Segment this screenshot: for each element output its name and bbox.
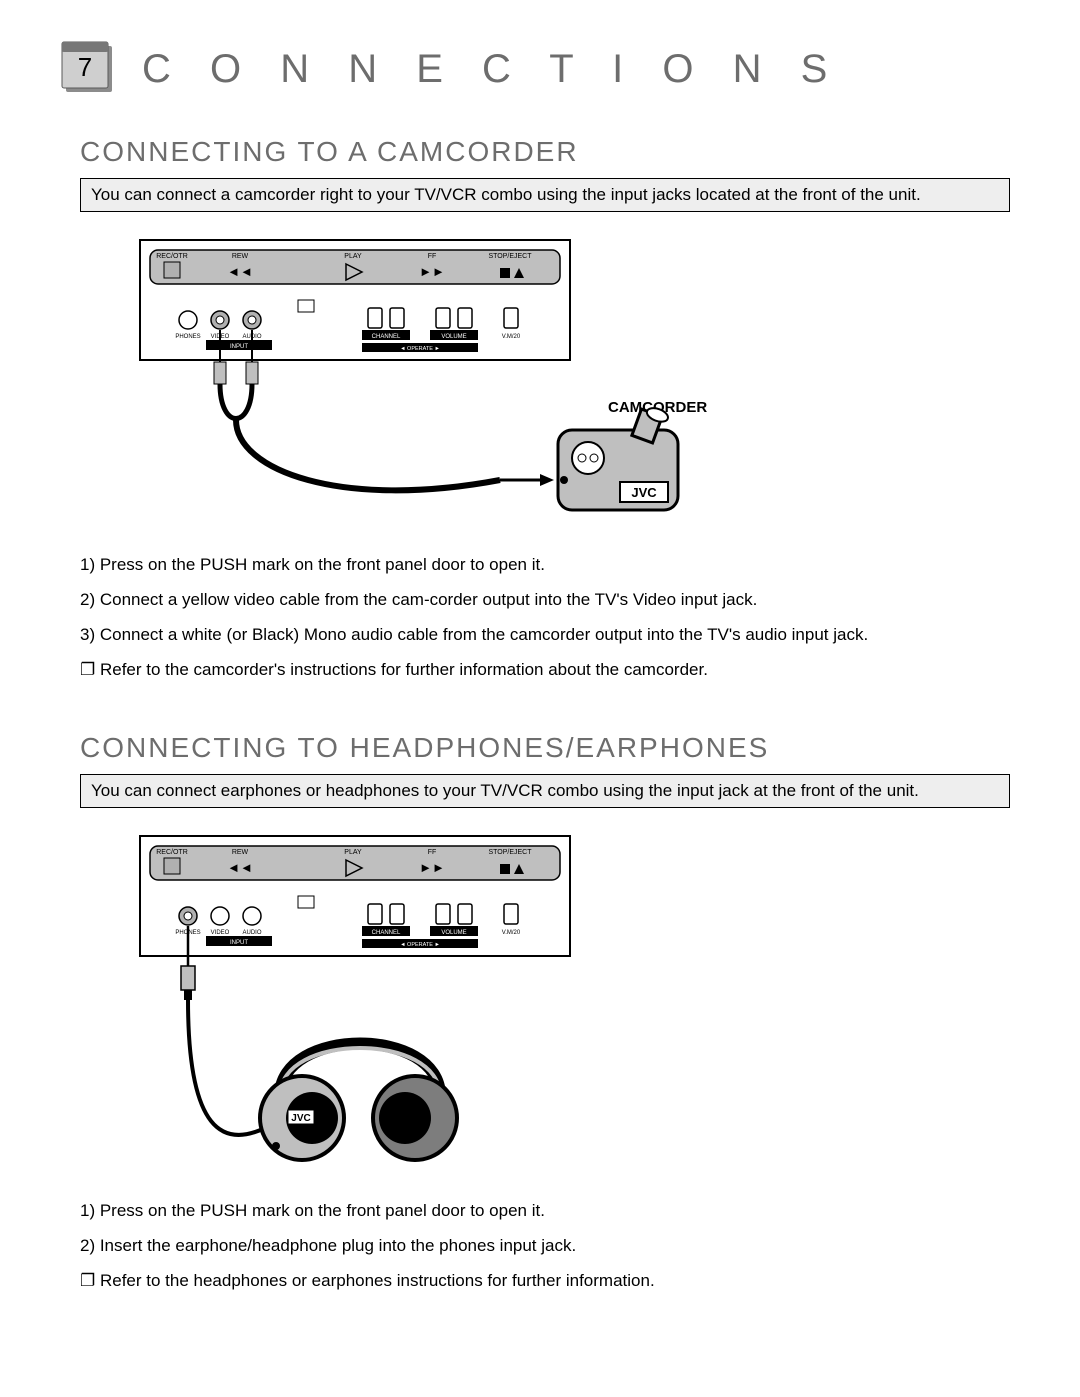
- step-text: ❐ Refer to the headphones or earphones i…: [80, 1270, 1010, 1293]
- svg-text:PLAY: PLAY: [344, 849, 362, 856]
- svg-text:PLAY: PLAY: [344, 253, 362, 260]
- svg-text:◄ OPERATE ►: ◄ OPERATE ►: [400, 346, 440, 352]
- svg-text:CHANNEL: CHANNEL: [372, 930, 401, 936]
- chapter-badge-icon: 7: [60, 40, 118, 98]
- svg-text:INPUT: INPUT: [230, 940, 248, 946]
- svg-text:STOP/EJECT: STOP/EJECT: [488, 849, 532, 856]
- svg-text:VIDEO: VIDEO: [211, 930, 230, 936]
- svg-text:JVC: JVC: [291, 1113, 310, 1124]
- step-text: 2) Connect a yellow video cable from the…: [80, 589, 1010, 612]
- step-text: 3) Connect a white (or Black) Mono audio…: [80, 624, 1010, 647]
- svg-text:►►: ►►: [419, 860, 445, 875]
- chapter-header: 7 C O N N E C T I O N S: [60, 40, 1010, 98]
- headphone-steps: 1) Press on the PUSH mark on the front p…: [80, 1200, 1010, 1293]
- svg-text:VOLUME: VOLUME: [441, 930, 466, 936]
- svg-text:V.M/20: V.M/20: [502, 334, 521, 340]
- svg-text:REW: REW: [232, 849, 249, 856]
- step-text: 1) Press on the PUSH mark on the front p…: [80, 554, 1010, 577]
- svg-text:◄ OPERATE ►: ◄ OPERATE ►: [400, 942, 440, 948]
- intro-box-camcorder: You can connect a camcorder right to you…: [80, 178, 1010, 212]
- camcorder-steps: 1) Press on the PUSH mark on the front p…: [80, 554, 1010, 682]
- svg-text:PHONES: PHONES: [175, 334, 200, 340]
- svg-text:STOP/EJECT: STOP/EJECT: [488, 253, 532, 260]
- svg-text:CHANNEL: CHANNEL: [372, 334, 401, 340]
- svg-text:◄◄: ◄◄: [227, 264, 253, 279]
- step-text: ❐ Refer to the camcorder's instructions …: [80, 659, 1010, 682]
- svg-text:JVC: JVC: [631, 485, 657, 500]
- svg-text:FF: FF: [428, 253, 437, 260]
- svg-text:INPUT: INPUT: [230, 344, 248, 350]
- svg-text:REW: REW: [232, 253, 249, 260]
- svg-text:REC/OTR: REC/OTR: [156, 253, 188, 260]
- chapter-title: C O N N E C T I O N S: [142, 47, 841, 92]
- step-text: 2) Insert the earphone/headphone plug in…: [80, 1235, 1010, 1258]
- manual-page: 7 C O N N E C T I O N S CONNECTING TO A …: [0, 0, 1080, 1365]
- intro-box-headphones: You can connect earphones or headphones …: [80, 774, 1010, 808]
- svg-text:VOLUME: VOLUME: [441, 334, 466, 340]
- svg-text:REC/OTR: REC/OTR: [156, 849, 188, 856]
- headphone-connection-diagram: REC/OTR REW PLAY FF STOP/EJECT ◄◄ ►► PHO…: [80, 826, 1010, 1186]
- section-heading-headphones: CONNECTING TO HEADPHONES/EARPHONES: [80, 732, 1010, 764]
- svg-text:7: 7: [78, 52, 92, 82]
- svg-text:►►: ►►: [419, 264, 445, 279]
- svg-text:V.M/20: V.M/20: [502, 930, 521, 936]
- step-text: 1) Press on the PUSH mark on the front p…: [80, 1200, 1010, 1223]
- svg-text:FF: FF: [428, 849, 437, 856]
- svg-text:AUDIO: AUDIO: [242, 930, 261, 936]
- camcorder-connection-diagram: REC/OTR REW PLAY FF STOP/EJECT ◄◄ ►►: [80, 230, 1010, 540]
- section-heading-camcorder: CONNECTING TO A CAMCORDER: [80, 136, 1010, 168]
- svg-text:◄◄: ◄◄: [227, 860, 253, 875]
